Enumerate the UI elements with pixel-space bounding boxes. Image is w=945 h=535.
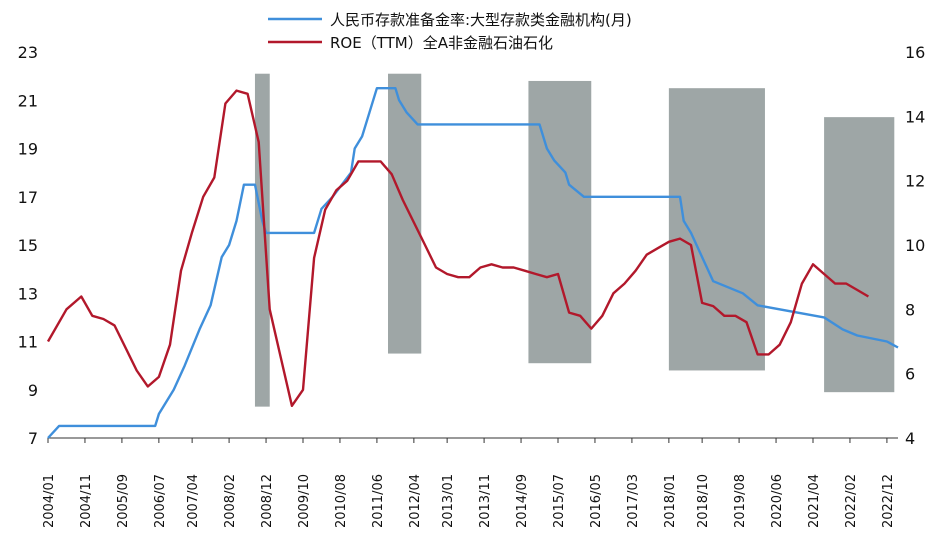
y-right-tick-label: 8: [905, 300, 915, 319]
y-right-tick-label: 12: [905, 172, 925, 191]
y-right-tick-label: 16: [905, 43, 925, 62]
x-tick-label: 2008/12: [260, 474, 275, 528]
x-tick-label: 2006/07: [153, 474, 168, 528]
y-left-tick-label: 17: [18, 188, 38, 207]
y-left-tick-label: 15: [18, 236, 38, 255]
x-tick-label: 2012/04: [408, 474, 423, 528]
legend-label-roe: ROE（TTM）全A非金融石油石化: [330, 34, 553, 52]
shaded-period-0: [254, 73, 270, 407]
x-tick-label: 2011/06: [371, 474, 386, 528]
x-tick-label: 2014/09: [515, 474, 530, 528]
x-tick-label: 2020/06: [770, 474, 785, 528]
x-tick-label: 2010/08: [334, 474, 349, 528]
shaded-period-4: [824, 117, 895, 393]
series: [46, 87, 899, 439]
shaded-period-1: [388, 73, 422, 354]
y-left-tick-label: 19: [18, 140, 38, 159]
y-right-tick-label: 6: [905, 365, 915, 384]
x-tick-label: 2018/10: [696, 474, 711, 528]
x-tick-label: 2005/09: [116, 474, 131, 528]
x-tick-label: 2004/11: [79, 474, 94, 528]
x-tick-label: 2019/08: [733, 474, 748, 528]
x-tick-label: 2017/03: [626, 474, 641, 528]
x-tick-label: 2007/04: [186, 474, 201, 528]
shaded-regions: [254, 73, 895, 407]
x-tick-label: 2016/05: [589, 474, 604, 528]
y-left-tick-label: 9: [28, 381, 38, 400]
x-tick-label: 2022/02: [844, 474, 859, 528]
y-left-tick-label: 21: [18, 91, 38, 110]
x-tick-label: 2021/04: [807, 474, 822, 528]
y-right-tick-label: 14: [905, 107, 925, 126]
legend: 人民币存款准备金率:大型存款类金融机构(月) ROE（TTM）全A非金融石油石化: [268, 11, 632, 52]
x-tick-label: 2018/01: [663, 474, 678, 528]
axes: 7 9 11 13 15 17 19 21 23 4 6 8 10 12 14 16 2004/01 2004/1…: [18, 43, 926, 528]
x-tick-label: 2022/12: [881, 474, 896, 528]
shaded-period-3: [668, 88, 765, 371]
y-left-tick-label: 13: [18, 284, 38, 303]
y-left-tick-label: 11: [18, 333, 38, 352]
y-left-tick-label: 7: [28, 429, 38, 448]
x-tick-label: 2015/07: [552, 474, 567, 528]
y-left-tick-label: 23: [18, 43, 38, 62]
x-tick-label: 2013/11: [478, 474, 493, 528]
x-tick-label: 2004/01: [42, 474, 57, 528]
y-right-tick-label: 4: [905, 429, 915, 448]
x-tick-label: 2008/02: [223, 474, 238, 528]
y-right-tick-label: 10: [905, 236, 925, 255]
x-tick-label: 2009/10: [297, 474, 312, 528]
series-line-1: [46, 89, 870, 407]
legend-label-reserve-ratio: 人民币存款准备金率:大型存款类金融机构(月): [330, 11, 632, 29]
x-tick-label: 2013/01: [441, 474, 456, 528]
series-line-0: [47, 87, 899, 439]
